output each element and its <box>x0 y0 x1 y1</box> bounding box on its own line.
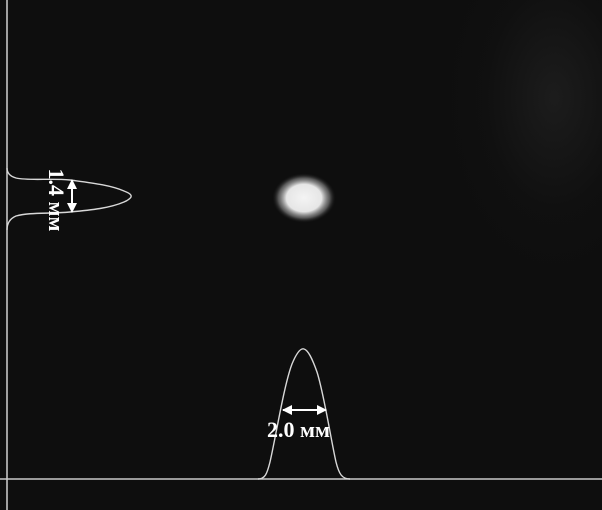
background-texture <box>442 0 602 280</box>
horizontal-profile-curve <box>257 348 351 480</box>
horizontal-width-label: 2.0 мм <box>267 417 330 442</box>
vertical-profile-curve <box>6 167 132 231</box>
beam-spot <box>272 173 336 223</box>
vertical-width-label: 1.4 мм <box>44 168 69 232</box>
